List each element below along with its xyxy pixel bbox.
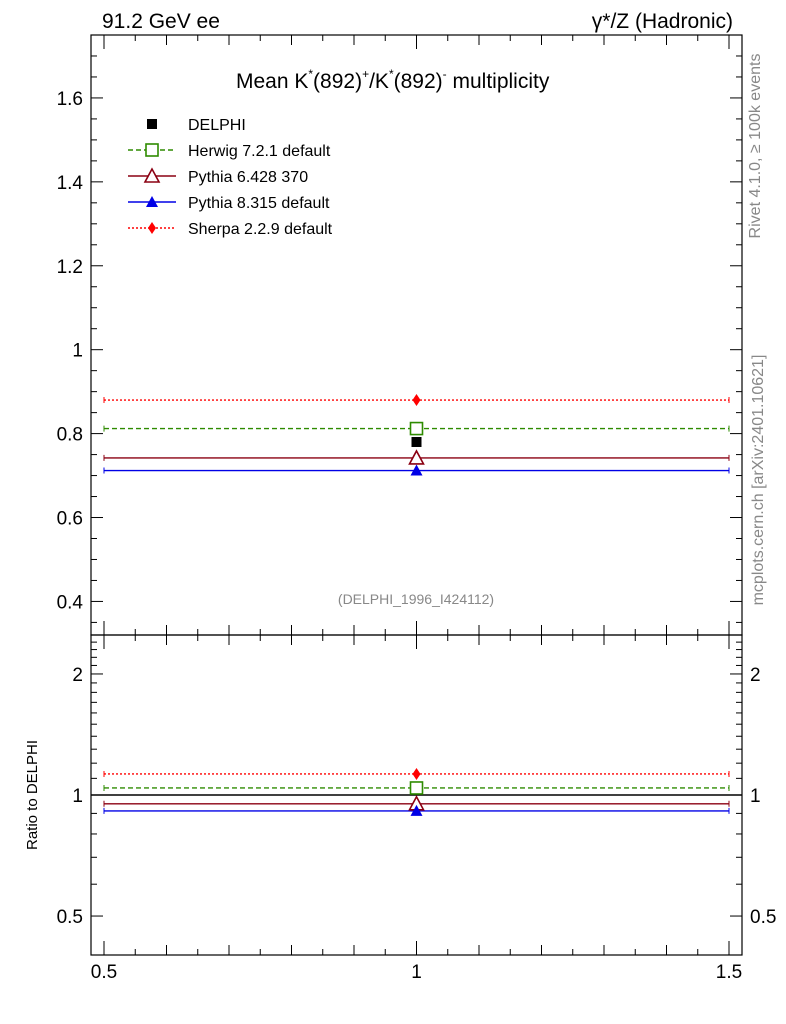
legend-marker-delphi: [147, 119, 157, 129]
legend-label: Pythia 6.428 370: [188, 169, 308, 186]
legend-marker-sherpa-2-2-9-default: [148, 222, 156, 234]
rivet-version-label: Rivet 4.1.0, ≥ 100k events: [747, 54, 764, 239]
x-tick-label: 1.5: [716, 962, 742, 983]
main-marker-herwig-7-2-1-default: [409, 421, 424, 436]
legend-label: Herwig 7.2.1 default: [188, 143, 331, 160]
ratio-marker-pythia-8-315-default: [410, 804, 423, 816]
legend-marker-herwig-7-2-1-default: [145, 143, 159, 157]
main-y-tick-label: 0.4: [57, 592, 84, 613]
ratio-plot-panel: 0.5 0.5 1 1 2 2 Ratio to DELPHI 0.5 1 1.5: [24, 634, 777, 983]
main-series-markers: [408, 394, 425, 476]
legend-marker-pythia-6-428-370: [143, 167, 161, 183]
legend-entry-pythia-8-315-default: Pythia 8.315 default: [128, 195, 330, 212]
legend-entry-herwig-7-2-1-default: Herwig 7.2.1 default: [128, 143, 331, 160]
main-y-tick-label: 0.8: [57, 425, 83, 446]
title-part-d: (892): [394, 70, 443, 93]
legend-label: Pythia 8.315 default: [188, 195, 330, 212]
ratio-axis-ticks: [91, 634, 742, 956]
legend-label: DELPHI: [188, 117, 246, 134]
title-part-e: multiplicity: [447, 70, 550, 93]
title-part-b: (892): [313, 70, 362, 93]
title-part-a: Mean K: [236, 70, 308, 93]
ratio-marker-herwig-7-2-1-default: [409, 781, 424, 795]
legend-marker-pythia-8-315-default: [146, 196, 158, 207]
main-y-tick-label: 1.6: [57, 89, 83, 110]
header-right: γ*/Z (Hadronic): [592, 10, 733, 33]
main-marker-sherpa-2-2-9-default: [412, 394, 421, 407]
title-sup-2: +: [362, 67, 369, 81]
mcplots-label: mcplots.cern.ch [arXiv:2401.10621]: [750, 355, 767, 606]
title-sup-3: *: [389, 67, 394, 81]
main-marker-pythia-8-315-default: [410, 464, 423, 476]
ratio-y-tick-label-right: 0.5: [750, 907, 776, 928]
ratio-series-markers: [408, 767, 425, 816]
ratio-y-tick-label-left: 0.5: [57, 907, 83, 928]
x-tick-label: 0.5: [91, 962, 117, 983]
main-marker-delphi: [411, 436, 422, 447]
header-left: 91.2 GeV ee: [102, 10, 220, 33]
legend: DELPHI Herwig 7.2.1 default Pythia 6.428 3…: [128, 117, 333, 238]
main-marker-pythia-6-428-370: [408, 449, 425, 465]
title-part-c: /K: [369, 70, 389, 93]
ratio-y-tick-label-left: 2: [72, 665, 83, 686]
main-plot-panel: 0.40.60.811.21.41.6 Mean K*(892)+/K*(892…: [57, 34, 743, 636]
chart-title: Mean K*(892)+/K*(892)- multiplicity: [236, 67, 550, 93]
ratio-y-axis-label: Ratio to DELPHI: [24, 740, 41, 850]
main-y-tick-label: 0.6: [57, 509, 83, 530]
main-y-tick-label: 1.2: [57, 257, 83, 278]
analysis-id-label: (DELPHI_1996_I424112): [338, 591, 494, 607]
ratio-y-tick-label-left: 1: [72, 786, 83, 807]
title-sup-1: *: [308, 67, 313, 81]
ratio-y-tick-labels: 0.5 0.5 1 1 2 2: [57, 665, 777, 928]
main-y-tick-labels: 0.4 0.6 0.8 1 1.2 1.4 1.6: [57, 89, 84, 613]
ratio-y-tick-label-right: 2: [750, 665, 761, 686]
x-tick-labels: 0.5 1 1.5: [91, 962, 742, 983]
legend-entry-delphi: DELPHI: [147, 117, 246, 134]
legend-entry-sherpa-2-2-9-default: Sherpa 2.2.9 default: [128, 221, 333, 238]
main-y-tick-label: 1.4: [57, 173, 84, 194]
legend-label: Sherpa 2.2.9 default: [188, 221, 333, 238]
main-axis-ticks: [91, 35, 742, 635]
x-tick-label: 1: [411, 962, 422, 983]
ratio-y-tick-label-right: 1: [750, 786, 761, 807]
legend-entry-pythia-6-428-370: Pythia 6.428 370: [128, 167, 308, 186]
ratio-plot-frame: [90, 634, 743, 956]
main-y-tick-label: 1: [72, 341, 83, 362]
ratio-marker-sherpa-2-2-9-default: [412, 767, 421, 780]
title-sup-4: -: [443, 67, 447, 81]
